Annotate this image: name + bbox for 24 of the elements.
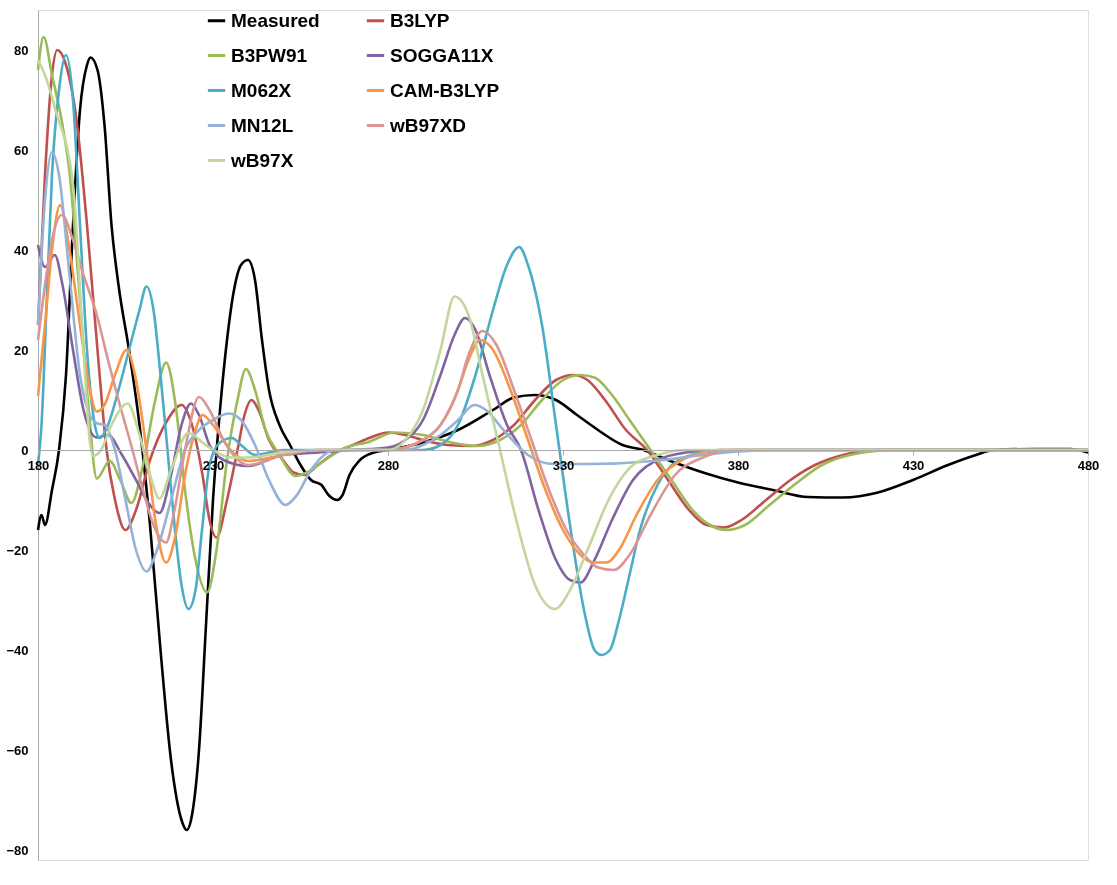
legend-label: Measured bbox=[231, 9, 320, 31]
legend-label: B3PW91 bbox=[231, 44, 308, 66]
legend-label: CAM-B3LYP bbox=[390, 79, 500, 101]
legend-label: B3LYP bbox=[390, 9, 450, 31]
y-tick-label: 20 bbox=[14, 342, 29, 358]
legend-label: M062X bbox=[231, 79, 292, 101]
legend-label: SOGGA11X bbox=[390, 44, 494, 66]
y-tick-label: −40 bbox=[6, 642, 29, 658]
x-tick-label: 280 bbox=[377, 457, 400, 473]
x-tick-label: 480 bbox=[1077, 457, 1100, 473]
x-tick-label: 430 bbox=[902, 457, 925, 473]
y-tick-label: −80 bbox=[6, 842, 29, 858]
y-tick-label: 60 bbox=[14, 142, 29, 158]
x-tick-label: 180 bbox=[27, 457, 50, 473]
legend-label: wB97XD bbox=[389, 114, 467, 136]
legend-label: wB97X bbox=[230, 149, 294, 171]
y-tick-label: −60 bbox=[6, 742, 29, 758]
y-tick-label: −20 bbox=[6, 542, 29, 558]
x-tick-label: 330 bbox=[552, 457, 575, 473]
legend-label: MN12L bbox=[231, 114, 294, 136]
y-tick-label: 80 bbox=[14, 42, 29, 58]
y-tick-label: 0 bbox=[21, 442, 29, 458]
x-tick-label: 380 bbox=[727, 457, 750, 473]
y-tick-label: 40 bbox=[14, 242, 29, 258]
